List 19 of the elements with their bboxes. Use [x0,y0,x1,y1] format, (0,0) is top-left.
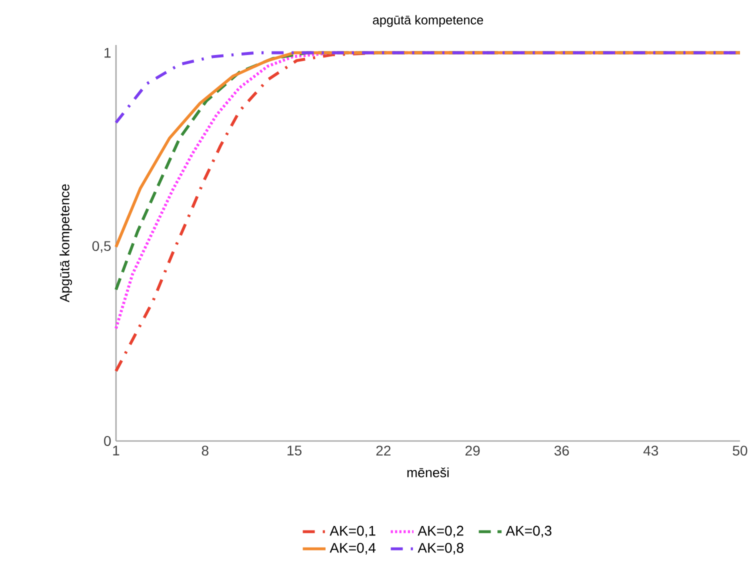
y-axis-title: Apgūtā kompetence [60,184,72,302]
x-tick-label: 29 [466,446,480,456]
legend-label: AK=0,3 [506,526,552,538]
legend-label: AK=0,4 [330,542,376,554]
x-tick-label: 15 [288,446,302,456]
x-tick-label: 50 [732,446,748,456]
x-tick-label: 1 [113,446,120,456]
legend-label: AK=0,1 [330,526,376,538]
x-tick-label: 43 [643,446,658,456]
x-tick-label: 22 [376,446,390,456]
y-tick-label: 0 [104,436,111,446]
y-tick-label: 1 [104,48,111,58]
chart-title: apgūtā kompetence [372,15,484,27]
y-tick-label: 0,5 [92,241,111,253]
legend-label: AK=0,2 [418,526,464,538]
x-tick-label: 36 [554,446,569,456]
x-tick-label: 8 [202,446,208,456]
legend-label: AK=0,8 [418,542,464,554]
x-axis-title: mēneši [407,467,449,478]
